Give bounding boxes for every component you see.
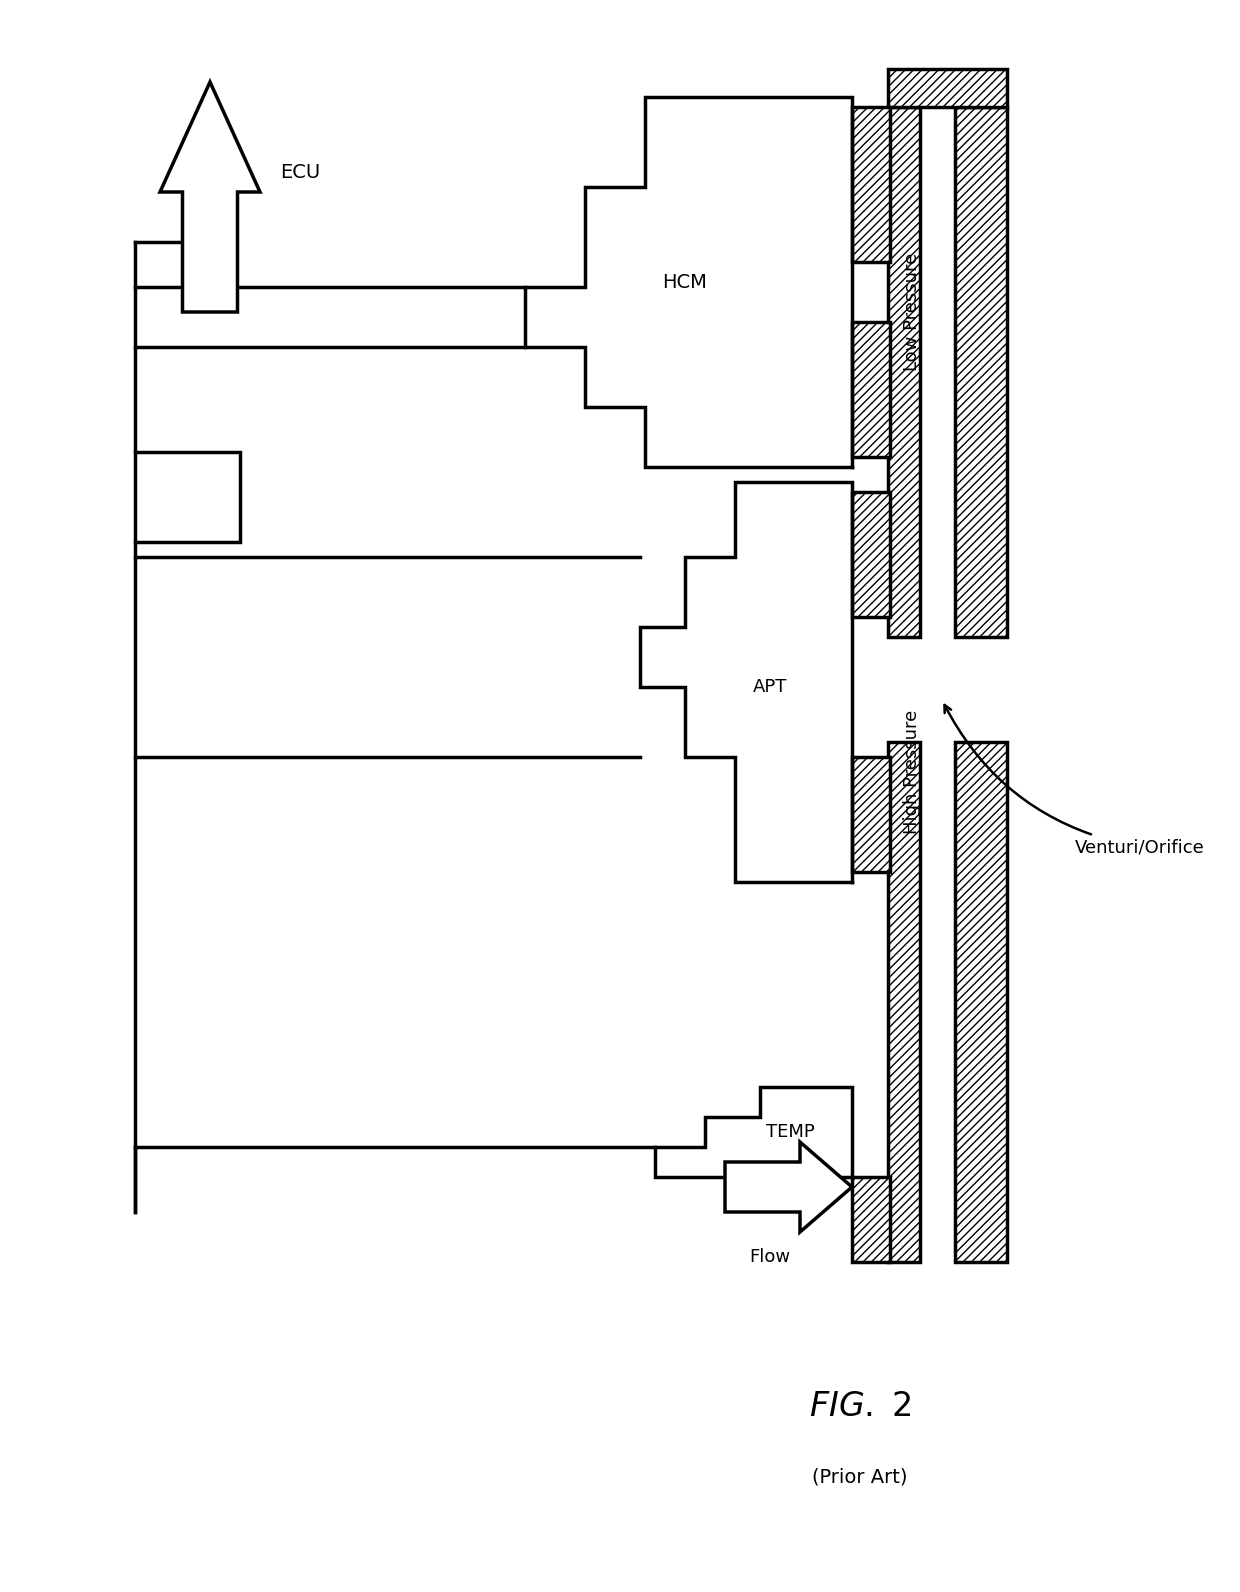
Bar bbox=[852, 1176, 890, 1262]
Text: $\it{FIG.\ 2}$: $\it{FIG.\ 2}$ bbox=[808, 1390, 911, 1423]
Text: Venturi/Orifice: Venturi/Orifice bbox=[945, 705, 1205, 856]
Text: Flow: Flow bbox=[749, 1248, 791, 1266]
Text: TEMP: TEMP bbox=[765, 1122, 815, 1141]
Bar bbox=[955, 107, 1007, 637]
Bar bbox=[888, 742, 920, 1262]
Text: (Prior Art): (Prior Art) bbox=[812, 1468, 908, 1487]
Text: Low Pressure: Low Pressure bbox=[903, 253, 921, 371]
Text: High Pressure: High Pressure bbox=[903, 710, 921, 834]
Bar bbox=[888, 107, 920, 637]
Bar bbox=[852, 322, 890, 457]
Polygon shape bbox=[725, 1141, 852, 1232]
Bar bbox=[852, 758, 890, 872]
Text: ECU: ECU bbox=[280, 162, 320, 181]
Bar bbox=[955, 742, 1007, 1262]
Text: HCM: HCM bbox=[662, 272, 708, 291]
Polygon shape bbox=[160, 83, 260, 312]
Bar bbox=[852, 492, 890, 618]
Text: APT: APT bbox=[753, 678, 787, 696]
Bar bbox=[888, 68, 1007, 107]
Bar bbox=[852, 107, 890, 263]
